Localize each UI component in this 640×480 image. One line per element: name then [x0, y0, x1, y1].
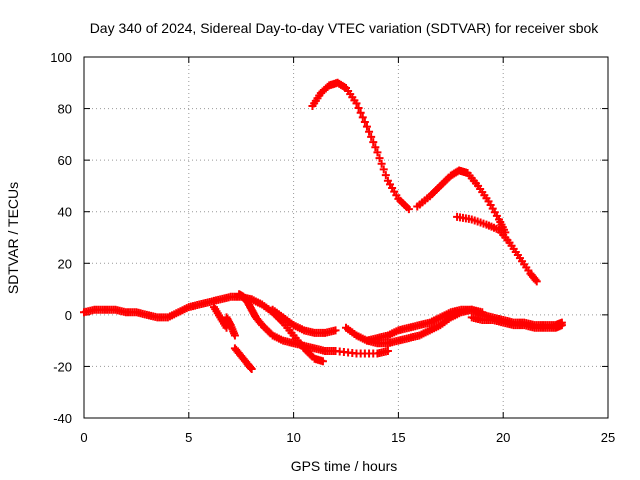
y-tick-label: -40: [53, 411, 72, 426]
data-point: [531, 275, 540, 284]
y-tick-label: 40: [58, 205, 72, 220]
data-point: [381, 171, 390, 180]
axis-ticks: 0 5 10 15 20 25 -40 -20 0 20 40 60 80 100: [50, 50, 615, 445]
data-point: [360, 117, 369, 126]
series-track-arc-mid: [413, 166, 510, 237]
data-point: [362, 122, 371, 131]
data-point: [331, 326, 340, 335]
data-point: [371, 143, 380, 152]
data-point: [379, 165, 388, 174]
data-point: [369, 138, 378, 147]
data-points: [80, 78, 566, 374]
series-track-drop-a: [235, 290, 392, 358]
y-tick-label: 0: [65, 308, 72, 323]
data-point: [230, 331, 239, 340]
x-tick-label: 15: [391, 430, 405, 445]
data-point: [352, 99, 361, 108]
series-track-short-b: [222, 313, 239, 340]
series-track-arc-high: [308, 78, 413, 214]
x-tick-label: 5: [185, 430, 192, 445]
data-point: [373, 148, 382, 157]
chart-title: Day 340 of 2024, Sidereal Day-to-day VTE…: [90, 20, 600, 36]
y-axis-label: SDTVAR / TECUs: [5, 182, 21, 294]
x-tick-label: 0: [80, 430, 87, 445]
data-point: [356, 108, 365, 117]
series-track-tail: [453, 212, 541, 286]
x-tick-label: 10: [286, 430, 300, 445]
data-point: [377, 159, 386, 168]
data-point: [532, 277, 541, 286]
data-point: [358, 113, 367, 122]
plot-frame: [83, 56, 609, 419]
y-tick-label: 100: [50, 50, 72, 65]
y-tick-label: 60: [58, 153, 72, 168]
series-track-tail-low: [467, 313, 566, 332]
data-point: [557, 321, 566, 330]
grid: [84, 57, 608, 418]
series-track-drop-c: [268, 305, 340, 337]
data-point: [367, 132, 376, 141]
series-track-low-spike: [230, 344, 256, 374]
series-track-baseline-a: [80, 292, 256, 322]
data-point: [404, 205, 413, 214]
y-tick-label: 80: [58, 102, 72, 117]
data-point: [318, 357, 327, 366]
data-point: [247, 365, 256, 374]
data-point: [365, 127, 374, 136]
y-tick-label: 20: [58, 256, 72, 271]
x-tick-label: 20: [496, 430, 510, 445]
x-tick-label: 25: [601, 430, 615, 445]
data-point: [354, 104, 363, 113]
data-point: [375, 154, 384, 163]
y-tick-label: -20: [53, 359, 72, 374]
x-axis-label: GPS time / hours: [291, 458, 398, 474]
data-point: [383, 346, 392, 355]
